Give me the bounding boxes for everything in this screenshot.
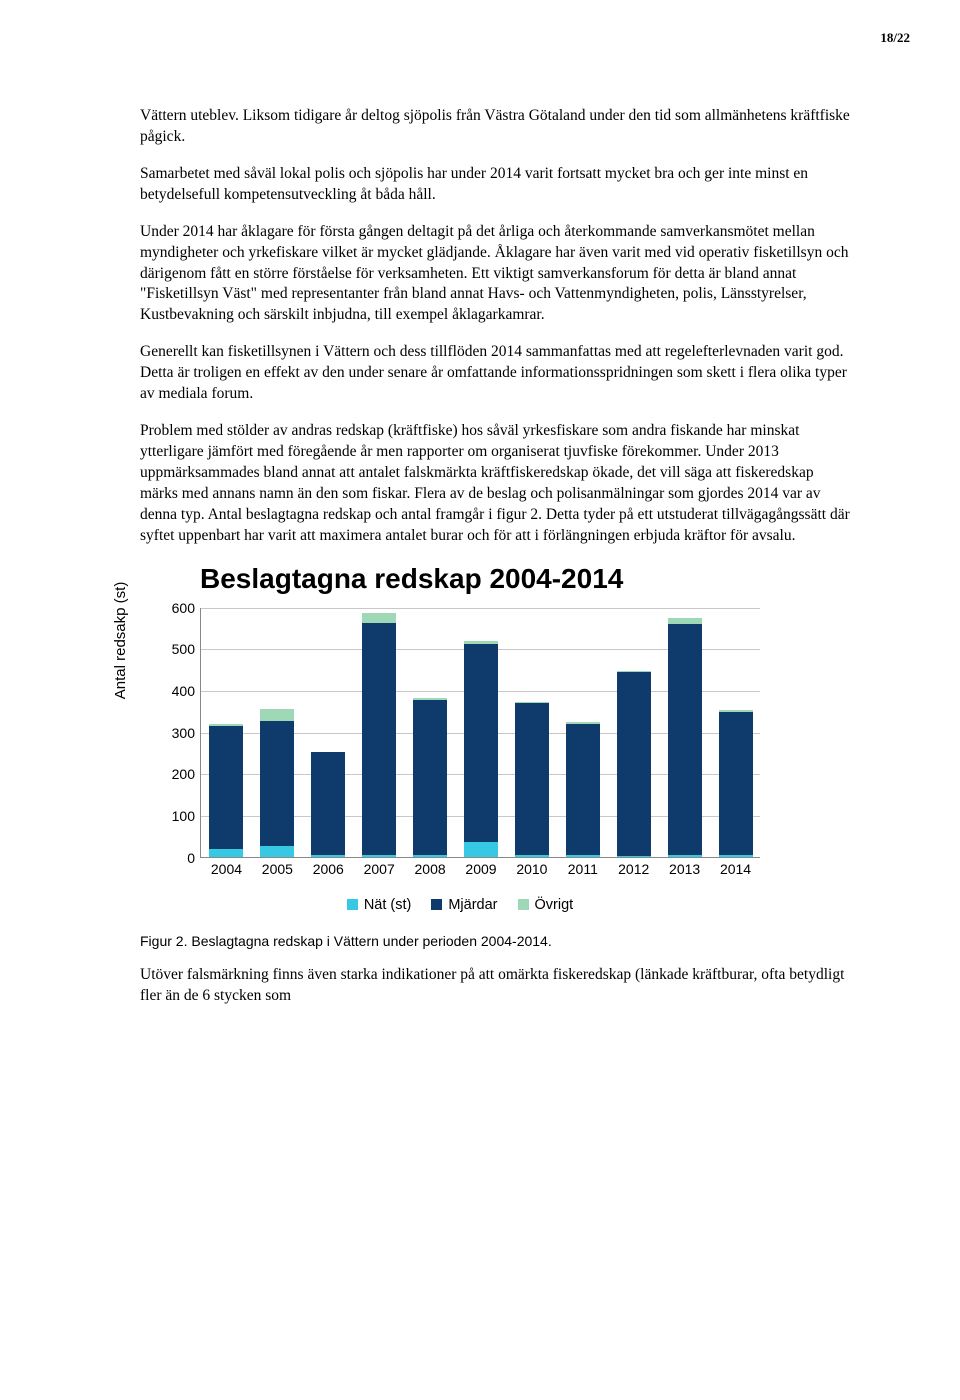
- bar-segment: [566, 724, 600, 855]
- y-axis-label: Antal redsakp (st): [112, 581, 129, 699]
- x-tick-label: 2006: [313, 857, 344, 877]
- bar-segment: [260, 721, 294, 846]
- bar-segment: [464, 842, 498, 857]
- legend: Nät (st) Mjärdar Övrigt: [140, 897, 780, 913]
- bar-segment: [209, 849, 243, 857]
- y-tick-label: 500: [172, 641, 201, 657]
- x-tick-label: 2012: [618, 857, 649, 877]
- paragraph-1: Vättern uteblev. Liksom tidigare år delt…: [140, 106, 850, 148]
- legend-swatch: [431, 899, 442, 910]
- bar-segment: [515, 702, 549, 703]
- bar-segment: [362, 623, 396, 854]
- legend-item: Övrigt: [518, 897, 574, 913]
- bar-segment: [260, 846, 294, 856]
- figure-caption: Figur 2. Beslagtagna redskap i Vättern u…: [140, 933, 850, 949]
- grid-line: [201, 608, 760, 609]
- legend-item: Mjärdar: [431, 897, 497, 913]
- bar-segment: [413, 700, 447, 854]
- chart-title: Beslagtagna redskap 2004-2014: [200, 563, 850, 595]
- bar-segment: [260, 709, 294, 722]
- x-tick-label: 2007: [364, 857, 395, 877]
- y-tick-label: 100: [172, 808, 201, 824]
- y-tick-label: 400: [172, 683, 201, 699]
- x-tick-label: 2008: [415, 857, 446, 877]
- bar-segment: [209, 724, 243, 726]
- bar-segment: [515, 703, 549, 855]
- legend-item: Nät (st): [347, 897, 412, 913]
- bar-segment: [668, 618, 702, 624]
- legend-swatch: [347, 899, 358, 910]
- paragraph-4: Generellt kan fisketillsynen i Vättern o…: [140, 342, 850, 405]
- bar-segment: [719, 712, 753, 856]
- page-number: 18/22: [140, 30, 910, 46]
- paragraph-6: Utöver falsmärkning finns även starka in…: [140, 965, 850, 1007]
- paragraph-2: Samarbetet med såväl lokal polis och sjö…: [140, 164, 850, 206]
- bar-segment: [464, 641, 498, 644]
- legend-label: Mjärdar: [448, 897, 497, 913]
- plot-area: 0100200300400500600200420052006200720082…: [200, 608, 760, 858]
- bar-segment: [362, 613, 396, 623]
- x-tick-label: 2010: [516, 857, 547, 877]
- paragraph-5: Problem med stölder av andras redskap (k…: [140, 421, 850, 547]
- y-tick-label: 300: [172, 725, 201, 741]
- y-tick-label: 0: [187, 850, 201, 866]
- x-tick-label: 2011: [568, 857, 598, 877]
- legend-swatch: [518, 899, 529, 910]
- legend-label: Övrigt: [535, 897, 574, 913]
- bar-segment: [464, 644, 498, 842]
- paragraph-3: Under 2014 har åklagare för första gånge…: [140, 222, 850, 327]
- x-tick-label: 2009: [465, 857, 496, 877]
- bar-segment: [566, 722, 600, 724]
- bar-segment: [413, 698, 447, 700]
- bar-segment: [668, 624, 702, 855]
- y-tick-label: 600: [172, 600, 201, 616]
- x-tick-label: 2005: [262, 857, 293, 877]
- x-tick-label: 2013: [669, 857, 700, 877]
- bar-chart: Antal redsakp (st) 010020030040050060020…: [140, 603, 780, 913]
- bar-segment: [719, 710, 753, 712]
- bar-segment: [617, 672, 651, 855]
- x-tick-label: 2004: [211, 857, 242, 877]
- bar-segment: [311, 752, 345, 854]
- bar-segment: [209, 726, 243, 849]
- x-tick-label: 2014: [720, 857, 751, 877]
- bar-segment: [617, 671, 651, 672]
- y-tick-label: 200: [172, 766, 201, 782]
- legend-label: Nät (st): [364, 897, 412, 913]
